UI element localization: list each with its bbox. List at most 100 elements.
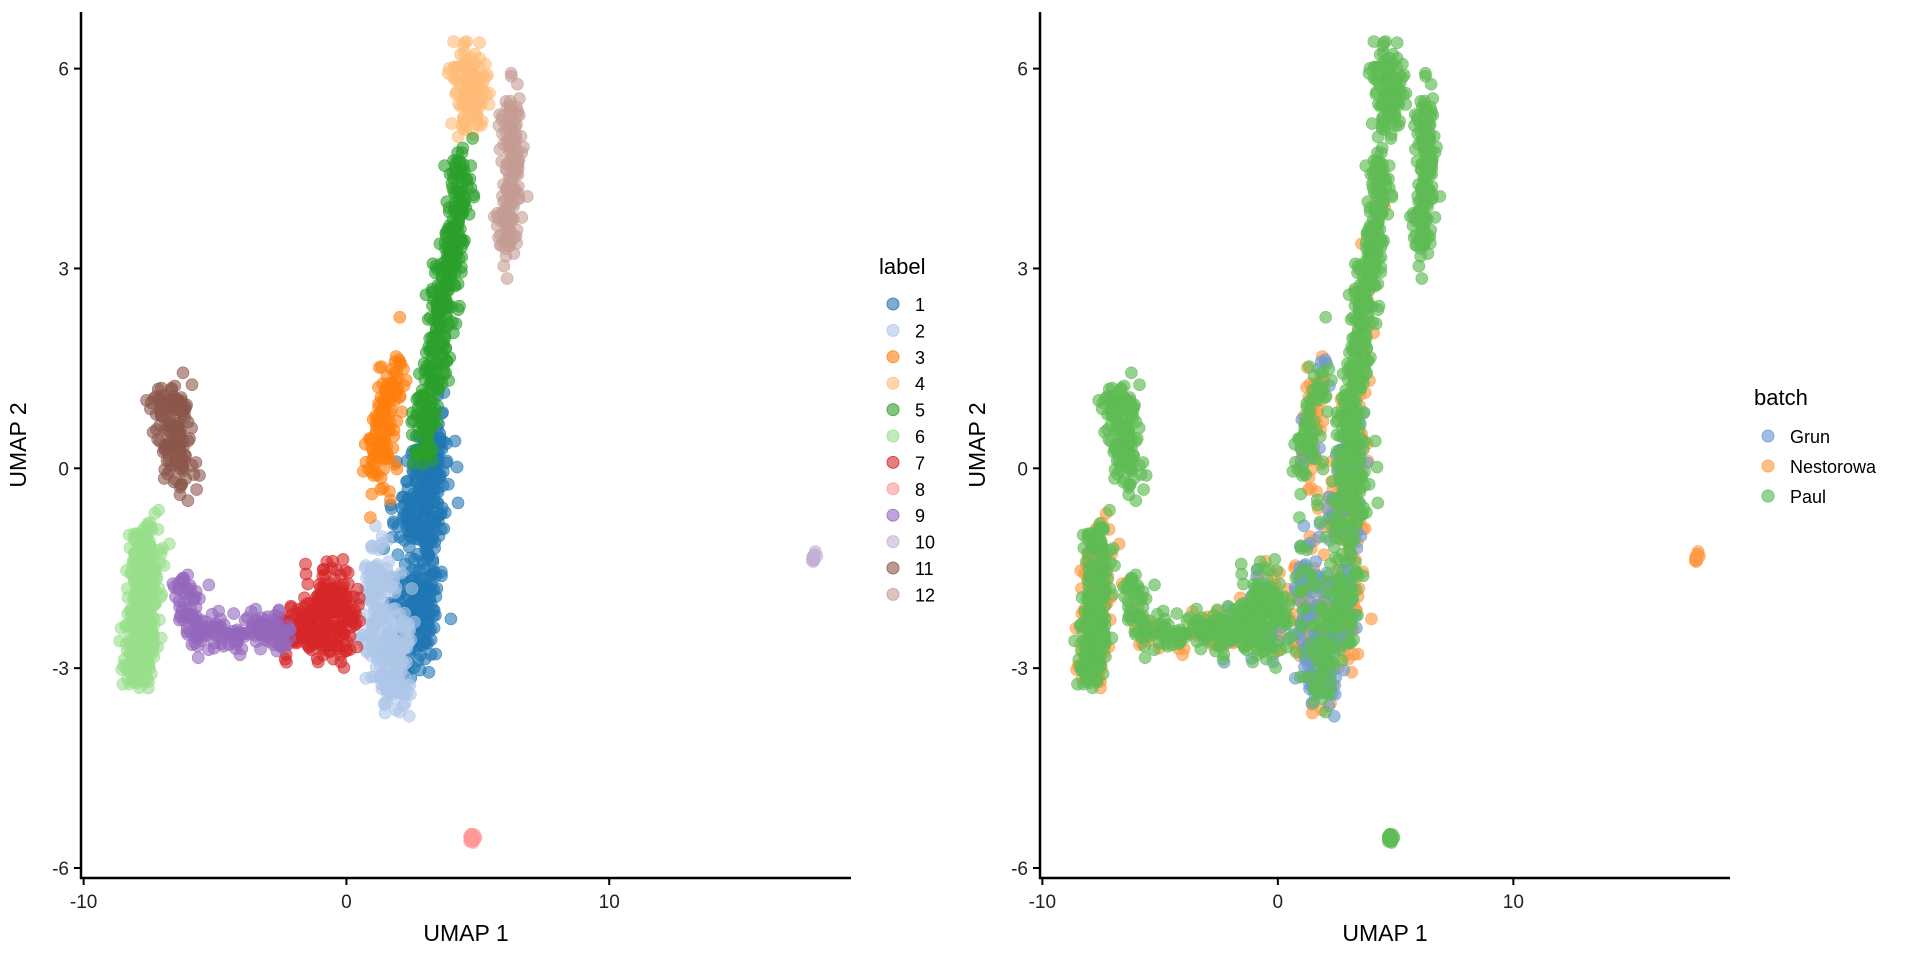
legend-label: 4 [915,374,925,394]
data-point-label-1 [414,648,427,662]
data-point-label-7 [305,643,319,657]
data-point-label-1 [420,590,433,603]
legend-item: 12 [886,585,935,605]
data-point-label-5 [464,181,478,195]
data-point-label-11 [173,488,187,502]
data-point-label-6 [126,559,139,572]
data-point-batch-paul [1387,831,1401,844]
data-point-label-4 [474,98,488,112]
data-point-label-9 [227,607,240,620]
data-point-label-4 [473,36,486,50]
data-point-batch-paul [1360,366,1373,380]
data-point-label-6 [132,579,145,593]
data-point-label-11 [167,475,181,489]
data-point-label-1 [420,503,433,516]
data-point-batch-paul [1309,580,1322,593]
data-point-batch-paul [1295,443,1308,457]
x-tick-label: 10 [599,892,620,913]
data-point-label-2 [389,703,403,717]
data-point-batch-paul [1376,39,1390,53]
data-point-batch-paul [1252,602,1265,616]
data-point-label-2 [391,657,404,670]
data-point-label-5 [418,443,432,457]
data-point-label-11 [173,429,187,443]
y-tick-label: 3 [58,259,69,280]
legend-label: 10 [915,533,935,553]
data-point-batch-paul [1089,643,1103,657]
legend-label: 8 [915,480,925,500]
data-point-batch-paul [1182,611,1196,624]
data-point-batch-paul [1294,487,1307,501]
data-point-label-1 [418,623,432,637]
data-point-label-9 [205,607,219,621]
legend-swatch [886,403,900,417]
legend-label: 9 [915,506,925,526]
data-point-batch-paul [1315,656,1328,669]
data-point-batch-paul [1362,297,1375,311]
data-point-label-1 [450,460,464,474]
data-point-label-5 [439,366,452,380]
data-point-label-5 [453,232,467,245]
data-point-batch-paul [1315,602,1328,615]
data-point-label-3 [377,481,390,495]
data-point-batch-paul [1343,590,1356,603]
data-point-label-1 [387,517,400,531]
data-point-batch-paul [1383,181,1396,195]
data-point-label-12 [501,222,514,235]
data-point-label-6 [129,618,142,632]
data-point-label-4 [457,115,470,129]
data-point-batch-paul [1370,460,1384,474]
data-point-label-7 [313,578,326,591]
data-point-batch-paul [1095,556,1109,569]
legend-label: 7 [915,453,925,473]
legend-label: 12 [915,585,935,605]
data-point-batch-paul [1161,639,1174,653]
data-point-label-5 [430,262,444,276]
data-point-label-11 [176,366,190,380]
data-point-label-5 [447,154,460,167]
data-point-label-6 [143,556,157,569]
legend-item: 6 [886,427,925,447]
data-point-label-7 [337,661,351,674]
data-point-label-11 [158,439,172,452]
data-point-batch-paul [1133,378,1146,392]
data-point-label-1 [432,529,446,543]
data-point-label-5 [450,199,464,213]
data-point-label-1 [422,490,435,504]
data-point-label-9 [175,603,189,617]
data-point-batch-paul [1344,636,1358,650]
data-point-label-3 [391,371,405,385]
data-point-batch-paul [1313,515,1327,529]
data-point-batch-paul [1117,580,1130,594]
data-point-batch-paul [1336,391,1349,404]
data-point-batch-paul [1128,398,1141,412]
data-point-label-9 [270,617,284,631]
data-point-label-9 [191,651,205,665]
data-point-batch-paul [1316,383,1329,396]
data-point-label-1 [444,612,458,626]
data-point-batch-paul [1077,541,1091,555]
data-point-label-12 [503,104,517,118]
data-point-batch-paul [1297,466,1310,479]
data-point-batch-paul [1089,661,1102,675]
legend-swatch [886,350,900,364]
data-point-label-1 [448,434,462,448]
data-point-label-5 [436,348,449,361]
data-point-label-3 [375,415,388,429]
data-point-batch-paul [1367,256,1380,270]
data-point-batch-paul [1093,534,1106,547]
data-point-label-1 [407,487,420,501]
data-point-label-5 [449,165,463,179]
data-point-label-12 [515,146,529,159]
data-point-label-5 [441,297,455,311]
data-point-label-1 [408,563,422,577]
points [1068,35,1706,849]
data-point-batch-paul [1371,496,1385,510]
data-point-label-1 [404,551,417,565]
data-point-batch-paul [1330,498,1344,512]
data-point-label-6 [143,539,157,553]
data-point-batch-paul [1371,75,1384,88]
data-point-batch-paul [1325,373,1338,387]
data-point-label-9 [263,628,277,641]
data-point-batch-paul [1138,630,1152,644]
